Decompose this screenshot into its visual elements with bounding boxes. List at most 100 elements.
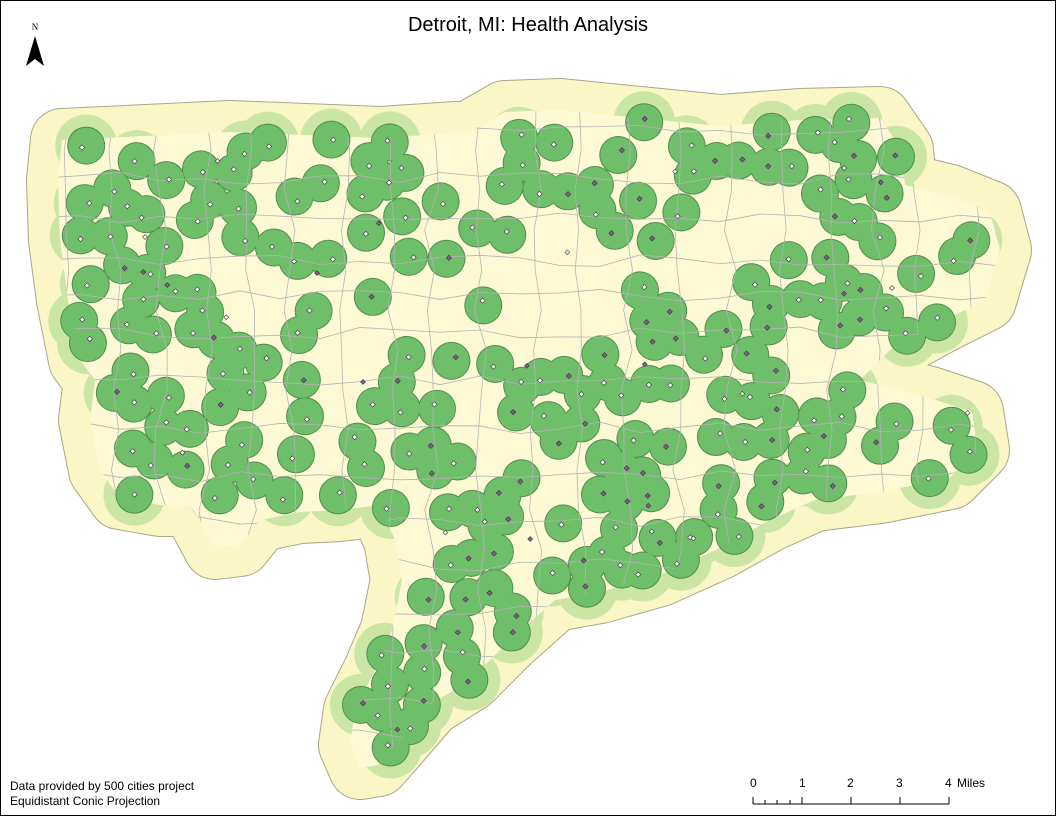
inner-buffer-circle [367, 635, 404, 672]
white-point-marker [123, 321, 130, 328]
purple-point-marker [645, 502, 652, 509]
white-point-marker [230, 166, 237, 173]
purple-point-marker [486, 589, 493, 596]
inner-buffer-circle [600, 137, 637, 174]
inner-buffer-circle [167, 451, 204, 488]
tract-line [58, 470, 1000, 483]
white-point-marker [447, 562, 454, 569]
inner-buffer-circle [620, 182, 657, 219]
purple-point-marker [600, 490, 607, 497]
inner-buffer-circle [459, 210, 496, 247]
purple-point-marker [394, 377, 401, 384]
white-point-marker [648, 528, 655, 535]
white-point-marker [124, 203, 131, 210]
white-point-marker [817, 186, 824, 193]
white-point-marker [402, 214, 409, 221]
purple-point-marker [582, 420, 589, 427]
inner-buffer-circle [96, 374, 133, 411]
purple-point-marker [582, 583, 589, 590]
purple-point-marker [527, 536, 534, 542]
purple-point-marker [712, 157, 719, 164]
white-point-marker [839, 386, 846, 393]
white-point-marker [384, 683, 391, 690]
white-point-marker [479, 297, 486, 304]
inner-buffer-circle [624, 552, 661, 589]
white-point-marker [242, 237, 249, 244]
purple-point-marker [715, 483, 722, 490]
white-point-marker [238, 441, 245, 448]
white-point-marker [131, 399, 138, 406]
purple-point-marker [495, 490, 502, 497]
purple-point-marker [829, 482, 836, 489]
purple-point-marker [314, 270, 320, 276]
white-point-marker [831, 139, 838, 146]
white-point-marker [439, 200, 446, 207]
white-point-marker [107, 233, 114, 240]
tract-line [58, 693, 1000, 706]
white-point-marker [199, 307, 206, 314]
white-point-marker [241, 150, 248, 157]
inner-buffer-circle [835, 162, 872, 199]
white-point-marker [600, 379, 607, 386]
purple-point-marker [394, 726, 401, 733]
white-point-marker [359, 193, 366, 200]
tract-line [58, 254, 1000, 267]
white-point-marker [617, 562, 624, 569]
white-point-marker [246, 389, 253, 396]
purple-point-marker [666, 308, 673, 315]
purple-point-marker [857, 286, 864, 293]
white-point-marker [407, 725, 414, 732]
inner-buffer-circle [418, 390, 455, 427]
white-point-marker [672, 168, 678, 175]
white-point-marker [851, 217, 858, 225]
white-point-marker [147, 271, 154, 278]
scale-tick-4: 4 [945, 776, 952, 790]
white-point-marker [131, 158, 138, 165]
white-point-marker [211, 495, 218, 502]
white-point-marker [268, 243, 275, 250]
inner-buffer-circle [215, 154, 252, 191]
purple-point-marker [113, 388, 121, 395]
white-point-marker [564, 249, 571, 256]
white-point-marker [540, 412, 547, 419]
inner-buffer-circle [545, 505, 582, 542]
white-point-marker [802, 468, 809, 475]
inner-buffer-circle [639, 519, 676, 556]
purple-point-marker [428, 470, 435, 477]
purple-point-marker [524, 362, 530, 369]
white-point-marker [674, 213, 681, 220]
white-point-marker [431, 401, 438, 408]
white-point-marker [641, 284, 648, 291]
white-point-marker [78, 144, 86, 151]
inner-buffer-circle [407, 578, 444, 615]
purple-point-marker [766, 303, 773, 310]
tract-line [58, 212, 1000, 224]
scale-bar: 0 1 2 3 4 Miles [745, 776, 1005, 810]
purple-point-marker [850, 152, 858, 159]
purple-point-marker [892, 152, 899, 159]
white-point-marker [714, 511, 721, 518]
purple-point-marker [465, 555, 472, 562]
inner-buffer-circle [465, 287, 502, 324]
inner-buffer-circle [581, 476, 618, 513]
white-point-marker [236, 345, 243, 352]
north-arrow-letter: N [31, 22, 39, 32]
white-point-marker [142, 234, 148, 240]
purple-point-marker [765, 163, 772, 170]
inner-buffer-circle [498, 394, 535, 431]
purple-point-marker [739, 156, 746, 163]
tract-line [387, 110, 399, 768]
white-point-marker [612, 524, 619, 531]
inner-buffer-circle [797, 116, 834, 153]
inner-buffer-circle [68, 127, 105, 164]
white-point-marker [498, 181, 505, 188]
scale-tick-0: 0 [750, 776, 757, 790]
white-point-marker [817, 297, 824, 304]
inner-buffer-circle [626, 104, 663, 141]
white-point-marker [785, 256, 792, 263]
inner-buffer-circle [384, 198, 421, 235]
white-point-marker [503, 228, 510, 235]
purple-point-marker [608, 230, 615, 237]
white-point-marker [690, 168, 697, 175]
purple-point-marker [217, 401, 224, 408]
